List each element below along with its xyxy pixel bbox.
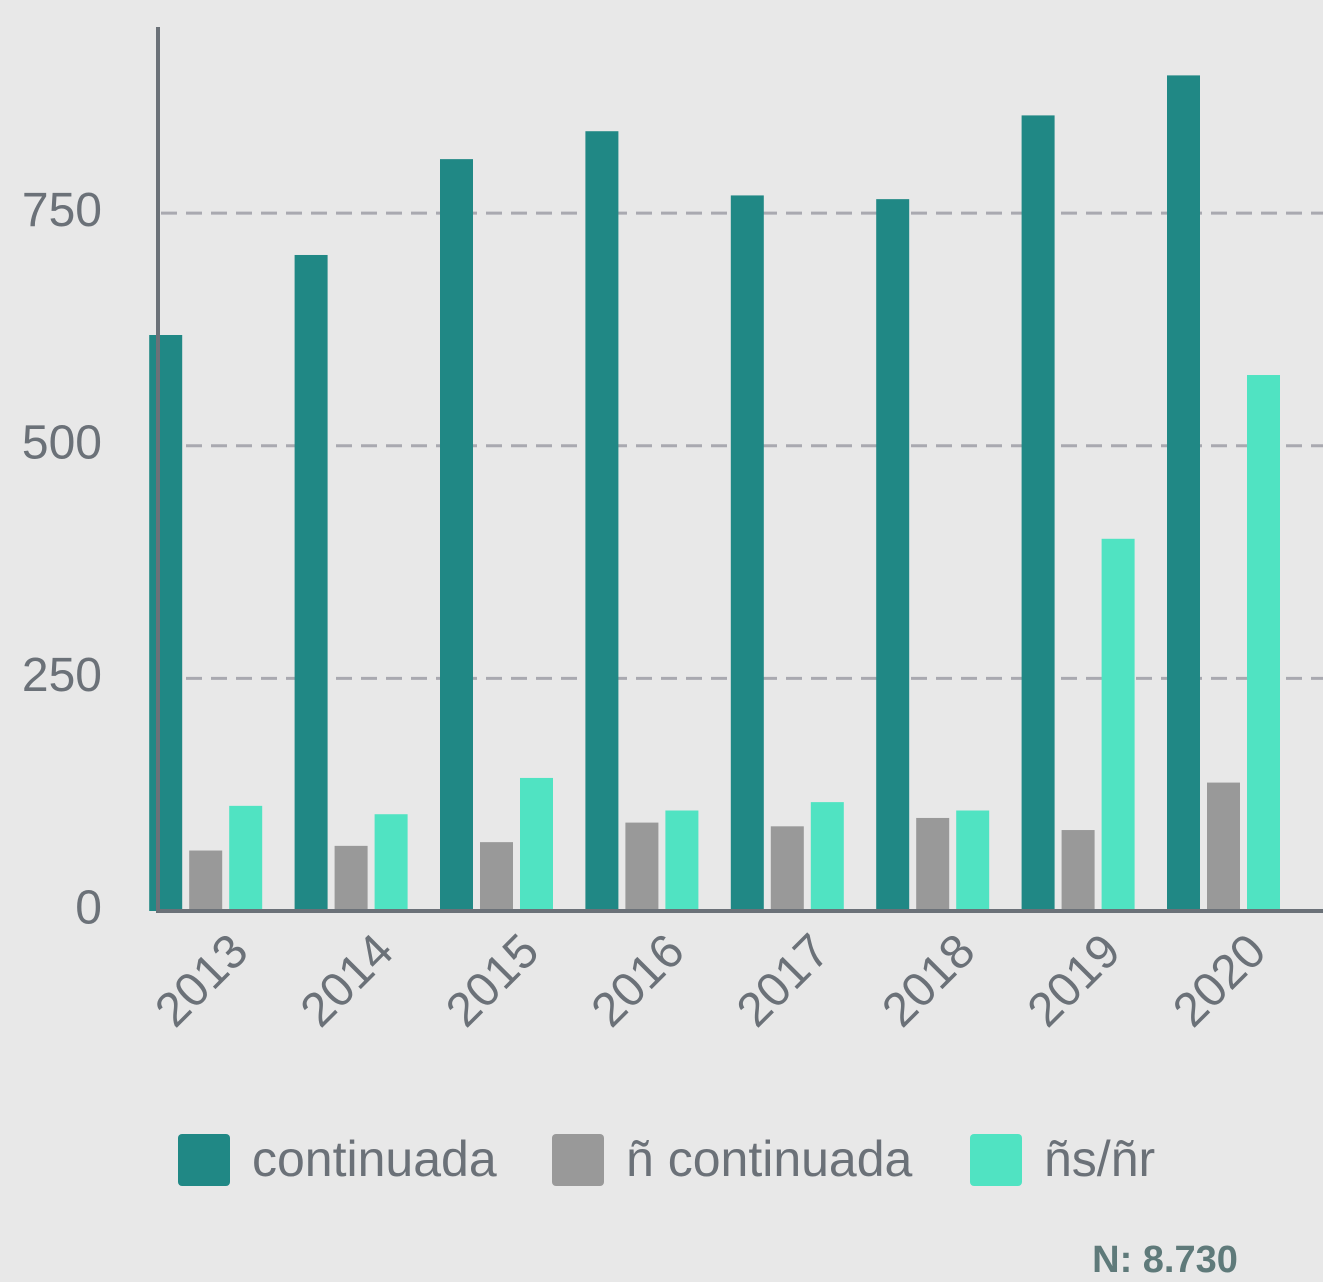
bar	[1021, 115, 1055, 911]
bar	[440, 159, 473, 911]
bar	[876, 199, 910, 912]
bar	[956, 810, 990, 911]
bar	[374, 814, 408, 911]
legend-label: ñ continuada	[626, 1131, 913, 1187]
bar	[916, 817, 950, 911]
bar	[149, 335, 183, 911]
bar	[229, 805, 263, 911]
x-tick-label: 2017	[727, 924, 840, 1037]
legend-label: continuada	[252, 1131, 497, 1187]
legend-swatch	[178, 1134, 230, 1186]
y-tick-label: 0	[75, 882, 102, 935]
x-tick-label: 2014	[291, 924, 404, 1037]
bar	[294, 254, 328, 911]
bar	[1167, 75, 1200, 911]
y-tick-label: 500	[22, 416, 102, 469]
y-tick-label: 250	[22, 649, 102, 702]
bar	[810, 802, 844, 911]
bar	[1207, 782, 1240, 911]
x-tick-label: 2018	[872, 924, 985, 1037]
y-tick-label: 750	[22, 184, 102, 237]
bar	[665, 810, 699, 911]
x-tick-label: 2016	[582, 924, 695, 1037]
annotation: N: 8.730	[1092, 1239, 1238, 1281]
legend-label: ñs/ñr	[1044, 1131, 1155, 1187]
bar	[480, 842, 513, 911]
bar	[189, 850, 223, 911]
bar	[770, 826, 804, 911]
legend-swatch	[970, 1134, 1022, 1186]
x-tick-label: 2020	[1163, 924, 1276, 1037]
x-tick-label: 2013	[145, 924, 258, 1037]
bar	[1247, 375, 1280, 911]
x-tick-label: 2019	[1018, 924, 1131, 1037]
bar	[1061, 830, 1095, 911]
bar	[334, 845, 368, 911]
x-tick-label: 2015	[436, 924, 549, 1037]
legend-swatch	[552, 1134, 604, 1186]
bar	[520, 777, 553, 911]
bar	[585, 131, 619, 912]
bar	[625, 822, 659, 911]
bar	[1101, 538, 1135, 911]
bar	[730, 195, 764, 911]
